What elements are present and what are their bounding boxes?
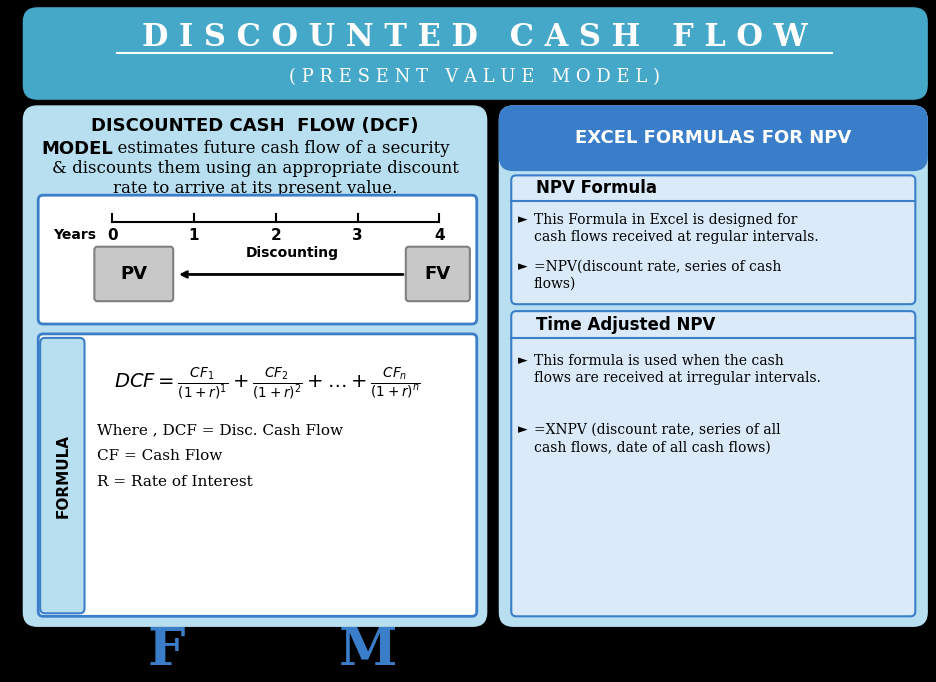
Text: cash flows, date of all cash flows): cash flows, date of all cash flows) bbox=[534, 441, 769, 455]
Text: 3: 3 bbox=[352, 228, 362, 243]
Text: estimates future cash flow of a security: estimates future cash flow of a security bbox=[107, 140, 449, 157]
Text: Time Adjusted NPV: Time Adjusted NPV bbox=[535, 316, 714, 334]
Text: cash flows received at regular intervals.: cash flows received at regular intervals… bbox=[534, 230, 818, 243]
Text: PV: PV bbox=[120, 265, 147, 284]
Text: & discounts them using an appropriate discount: & discounts them using an appropriate di… bbox=[51, 160, 458, 177]
Text: M: M bbox=[339, 625, 397, 677]
Text: FORMULA: FORMULA bbox=[55, 434, 70, 518]
Text: =NPV(discount rate, series of cash: =NPV(discount rate, series of cash bbox=[534, 260, 781, 273]
FancyBboxPatch shape bbox=[95, 247, 173, 301]
Text: ►: ► bbox=[518, 424, 527, 436]
Text: DISCOUNTED CASH  FLOW (DCF): DISCOUNTED CASH FLOW (DCF) bbox=[91, 117, 418, 135]
Text: 2: 2 bbox=[271, 228, 281, 243]
Text: EXCEL FORMULAS FOR NPV: EXCEL FORMULAS FOR NPV bbox=[575, 129, 851, 147]
FancyBboxPatch shape bbox=[405, 247, 469, 301]
Text: Where , DCF = Disc. Cash Flow: Where , DCF = Disc. Cash Flow bbox=[97, 423, 343, 437]
Text: flows): flows) bbox=[534, 276, 576, 291]
Text: Years: Years bbox=[53, 228, 96, 242]
Text: F: F bbox=[147, 625, 185, 677]
Text: ►: ► bbox=[518, 213, 527, 226]
FancyBboxPatch shape bbox=[23, 8, 926, 99]
Text: 0: 0 bbox=[107, 228, 117, 243]
Text: 1: 1 bbox=[188, 228, 199, 243]
Text: This formula is used when the cash: This formula is used when the cash bbox=[534, 354, 782, 368]
FancyBboxPatch shape bbox=[511, 175, 914, 304]
Text: ►: ► bbox=[518, 260, 527, 273]
Text: D I S C O U N T E D   C A S H   F L O W: D I S C O U N T E D C A S H F L O W bbox=[141, 22, 807, 53]
Text: Discounting: Discounting bbox=[246, 246, 339, 260]
FancyBboxPatch shape bbox=[499, 106, 926, 626]
Text: NPV Formula: NPV Formula bbox=[535, 179, 656, 197]
Text: =XNPV (discount rate, series of all: =XNPV (discount rate, series of all bbox=[534, 423, 780, 437]
FancyBboxPatch shape bbox=[38, 334, 476, 617]
Text: ( P R E S E N T   V A L U E   M O D E L ): ( P R E S E N T V A L U E M O D E L ) bbox=[289, 68, 660, 87]
Text: 4: 4 bbox=[433, 228, 445, 243]
FancyBboxPatch shape bbox=[38, 195, 476, 324]
FancyBboxPatch shape bbox=[499, 106, 926, 170]
FancyBboxPatch shape bbox=[511, 311, 914, 617]
Text: CF = Cash Flow: CF = Cash Flow bbox=[97, 449, 223, 463]
Text: This Formula in Excel is designed for: This Formula in Excel is designed for bbox=[534, 213, 797, 227]
FancyBboxPatch shape bbox=[40, 338, 84, 613]
Text: flows are received at irregular intervals.: flows are received at irregular interval… bbox=[534, 372, 820, 385]
Text: MODEL: MODEL bbox=[41, 140, 112, 158]
Text: FV: FV bbox=[424, 265, 450, 284]
FancyBboxPatch shape bbox=[23, 106, 486, 626]
Text: $\mathit{DCF} = \frac{\mathit{CF}_1}{(1+r)^1} + \frac{\mathit{CF}_2}{(1+r)^2} + : $\mathit{DCF} = \frac{\mathit{CF}_1}{(1+… bbox=[114, 366, 421, 401]
Text: R = Rate of Interest: R = Rate of Interest bbox=[97, 475, 253, 488]
Text: rate to arrive at its present value.: rate to arrive at its present value. bbox=[112, 180, 397, 197]
Text: ►: ► bbox=[518, 354, 527, 367]
